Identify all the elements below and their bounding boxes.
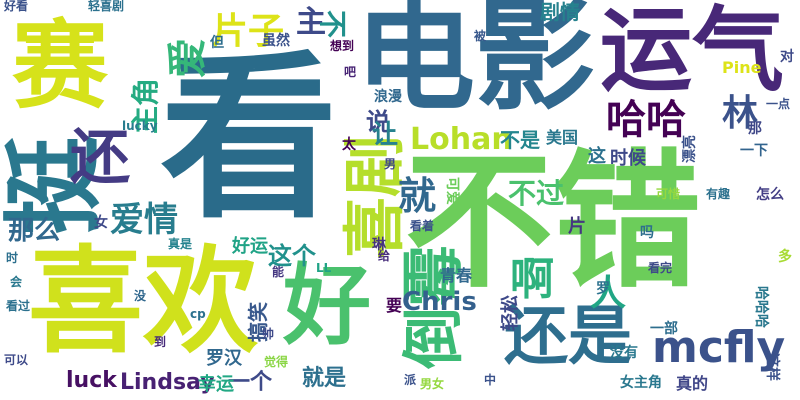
word: 一个 (228, 370, 273, 395)
word: 时 (6, 251, 19, 265)
word: 一点 (766, 97, 791, 111)
word: 真是 (168, 237, 193, 251)
word: 不错 (405, 136, 701, 308)
word: 可惜 (656, 187, 681, 201)
word: 吗 (640, 225, 654, 241)
word: 但 (210, 35, 224, 51)
word: 赛 (12, 10, 108, 122)
word: 人 (590, 273, 627, 314)
word: 罗 (596, 281, 610, 297)
word: 太 (342, 137, 356, 153)
word: 一下 (740, 143, 768, 159)
word: 好运 (232, 236, 268, 257)
word: 就是 (302, 366, 347, 391)
word: 看 (160, 35, 338, 242)
word: 还是 (504, 300, 632, 374)
word: mcfly (652, 322, 786, 373)
word: 到 (154, 335, 167, 349)
word: 电影 (355, 0, 595, 127)
word: 爱 (165, 38, 211, 78)
word: 片 (568, 216, 586, 237)
word: 让 (372, 120, 399, 150)
word: 那 (748, 121, 762, 137)
word: 要 (386, 296, 403, 315)
word: 哈哈哈 (753, 286, 769, 328)
word: 青春 (440, 266, 473, 285)
word: 那么 (8, 216, 61, 246)
word: 可爱 (444, 177, 460, 205)
word: 美国 (546, 128, 579, 147)
word: 没有 (610, 345, 638, 361)
word: 看着 (410, 219, 435, 233)
word: 女 (94, 215, 108, 231)
word: 主 (296, 5, 326, 40)
word: 会 (10, 275, 23, 289)
word: 还 (70, 123, 130, 193)
word: 看完 (648, 261, 673, 275)
word: 剧情 (540, 0, 580, 24)
word: 能 (272, 265, 285, 279)
word: cp (190, 307, 206, 321)
word: 喜欢 (28, 235, 259, 369)
word: 男女 (420, 377, 445, 391)
word: 有趣 (706, 187, 731, 201)
word: luck (66, 368, 117, 393)
word: 罗汉 (206, 348, 242, 369)
word: 漂亮 (682, 135, 698, 163)
word: 不 (316, 9, 350, 39)
word: 浪漫 (374, 89, 402, 105)
word: 一部 (650, 321, 678, 337)
word: 说 (366, 108, 390, 136)
word: 爱情 (110, 200, 178, 240)
word: 虽然 (262, 33, 290, 49)
word: 想到 (330, 39, 355, 53)
word: LL (316, 261, 332, 275)
word: 吧 (344, 65, 357, 79)
word: Pine (722, 58, 762, 77)
word: 不是 (500, 128, 540, 152)
word: 不过 (508, 177, 565, 210)
word: 没 (134, 289, 147, 303)
word: 琳 (372, 237, 386, 253)
word: 轻松 (500, 295, 521, 331)
word: 对 (780, 49, 794, 65)
word: 幸运 (198, 374, 234, 395)
word: 怎么 (756, 187, 784, 203)
word: 看过 (6, 299, 31, 313)
word: 轻喜剧 (88, 0, 125, 13)
word: 被 (474, 29, 487, 43)
word: lucky (122, 119, 158, 133)
word: 女主角 (620, 375, 662, 391)
word: 片子 (212, 11, 285, 52)
word: 好 (283, 254, 372, 357)
word: 这 (588, 146, 606, 167)
word: 多 (778, 249, 792, 265)
word: 派 (404, 373, 417, 387)
word: 这个 (268, 242, 316, 270)
word: 运气 (600, 0, 785, 104)
word: 中 (484, 373, 497, 387)
word: 啊 (510, 254, 554, 305)
word: 给 (378, 249, 391, 263)
word: 就 (398, 174, 437, 218)
word: Chris (402, 287, 477, 317)
word: 觉得 (264, 355, 289, 369)
word: Lohan (410, 122, 513, 157)
word: 这样 (764, 353, 780, 381)
word: 男 (384, 157, 397, 171)
word: 可以 (4, 353, 29, 367)
word: Lindsay (120, 370, 215, 395)
word: 哈哈 (606, 97, 686, 143)
word: 时候 (610, 148, 646, 169)
word: 林 (722, 93, 759, 134)
word: 好看 (4, 0, 29, 13)
word: 真的 (676, 374, 709, 393)
word: 帅 (262, 327, 275, 341)
